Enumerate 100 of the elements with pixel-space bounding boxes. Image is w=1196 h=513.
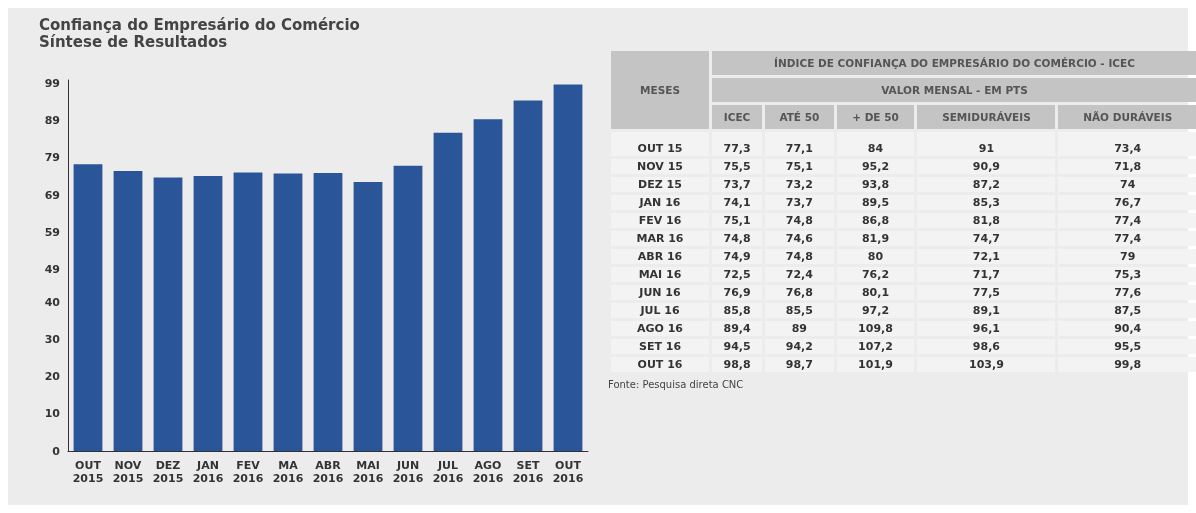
text: MESES <box>611 51 709 129</box>
chart-subtitle: Síntese de Resultados <box>39 32 228 51</box>
x-tick-label: ABR 2016 <box>312 459 344 485</box>
category-label: OUT 16 <box>611 357 709 372</box>
data-label: 74,7 <box>917 231 1056 246</box>
data-label: 107,2 <box>836 339 915 354</box>
data-label: 75,1 <box>712 213 763 228</box>
data-label: 74,8 <box>712 231 763 246</box>
series-label: SEMIDURÁVEIS <box>917 105 1056 129</box>
y-tick-label: 99 <box>44 77 60 91</box>
data-label: 74,8 <box>765 213 834 228</box>
data-label: 98,6 <box>917 339 1056 354</box>
category-label: ABR 16 <box>611 249 709 264</box>
data-label: 77,4 <box>1058 213 1196 228</box>
y-tick-label: 20 <box>44 370 61 384</box>
x-tick-label: OUT 2015 <box>72 459 104 485</box>
data-label: 73,4 <box>1058 132 1196 156</box>
data-label: 77,4 <box>1058 231 1196 246</box>
text: ÍNDICE DE CONFIANÇA DO EMPRESÁRIO DO COMÉRCIO - ICEC <box>712 51 1196 75</box>
data-label: 99,8 <box>1058 357 1196 372</box>
data-label: 73,7 <box>765 195 834 210</box>
data-label: 89 <box>765 321 834 336</box>
y-tick-label: 49 <box>44 262 60 276</box>
data-label: 96,1 <box>917 321 1056 336</box>
data-label: 80,1 <box>836 285 915 300</box>
data-label: 73,2 <box>765 177 834 192</box>
bar <box>113 170 143 451</box>
y-tick-label: 30 <box>44 333 61 347</box>
data-label: 76,9 <box>712 285 763 300</box>
x-tick-label: JUL 2016 <box>432 459 464 485</box>
category-label: JUL 16 <box>611 303 709 318</box>
data-label: 85,8 <box>712 303 763 318</box>
data-label: 94,5 <box>712 339 763 354</box>
y-tick-label: 59 <box>44 225 60 239</box>
category-label: JAN 16 <box>611 195 709 210</box>
data-label: 95,5 <box>1058 339 1196 354</box>
data-label: 77,1 <box>765 132 834 156</box>
y-tick-label: 40 <box>44 296 61 310</box>
category-label: SET 16 <box>611 339 709 354</box>
y-tick-label: 89 <box>44 114 60 128</box>
data-label: 80 <box>836 249 915 264</box>
data-label: 86,8 <box>836 213 915 228</box>
series-label: ICEC <box>712 105 763 129</box>
data-label: 74,6 <box>765 231 834 246</box>
data-label: 74,9 <box>712 249 763 264</box>
bar <box>513 100 543 451</box>
bar <box>473 119 503 451</box>
data-label: 75,5 <box>712 159 763 174</box>
data-label: 81,9 <box>836 231 915 246</box>
data-label: 74,8 <box>765 249 834 264</box>
bar <box>153 177 183 451</box>
x-tick-label: MA 2016 <box>272 459 304 485</box>
data-label: 76,7 <box>1058 195 1196 210</box>
data-label: 71,8 <box>1058 159 1196 174</box>
x-tick-label: FEV 2016 <box>232 459 264 485</box>
bar <box>233 172 263 451</box>
x-tick-label: JUN 2016 <box>392 459 424 485</box>
bar <box>433 132 463 451</box>
data-label: 98,8 <box>712 357 763 372</box>
data-label: 89,5 <box>836 195 915 210</box>
bar <box>553 84 583 451</box>
data-label: 90,4 <box>1058 321 1196 336</box>
data-label: 75,3 <box>1058 267 1196 282</box>
category-label: JUN 16 <box>611 285 709 300</box>
category-label: AGO 16 <box>611 321 709 336</box>
series-label: NÃO DURÁVEIS <box>1058 105 1196 129</box>
bar <box>353 182 383 451</box>
data-label: 101,9 <box>836 357 915 372</box>
data-label: 93,8 <box>836 177 915 192</box>
data-label: 71,7 <box>917 267 1056 282</box>
data-label: 74,1 <box>712 195 763 210</box>
data-label: 73,7 <box>712 177 763 192</box>
data-label: 85,3 <box>917 195 1056 210</box>
x-tick-label: MAI 2016 <box>352 459 384 485</box>
data-label: 98,7 <box>765 357 834 372</box>
category-label: MAI 16 <box>611 267 709 282</box>
data-label: 87,2 <box>917 177 1056 192</box>
data-label: 72,4 <box>765 267 834 282</box>
data-label: 76,8 <box>765 285 834 300</box>
bar <box>393 165 423 451</box>
data-label: 97,2 <box>836 303 915 318</box>
y-tick-label: 10 <box>44 407 61 421</box>
y-tick-label: 79 <box>44 151 60 165</box>
series-label: ATÉ 50 <box>765 105 834 129</box>
x-tick-label: OUT 2016 <box>552 459 584 485</box>
data-label: 74 <box>1058 177 1196 192</box>
data-label: 89,4 <box>712 321 763 336</box>
data-label: 95,2 <box>836 159 915 174</box>
data-label: 76,2 <box>836 267 915 282</box>
x-tick-label: NOV 2015 <box>112 459 144 485</box>
data-label: 81,8 <box>917 213 1056 228</box>
x-tick-label: AGO 2016 <box>472 459 504 485</box>
bar <box>313 173 343 451</box>
data-label: 77,6 <box>1058 285 1196 300</box>
category-label: FEV 16 <box>611 213 709 228</box>
source-note: Fonte: Pesquisa direta CNC <box>608 379 745 390</box>
data-label: 72,1 <box>917 249 1056 264</box>
bar <box>73 164 103 451</box>
x-tick-label: JAN 2016 <box>192 459 224 485</box>
data-label: 87,5 <box>1058 303 1196 318</box>
